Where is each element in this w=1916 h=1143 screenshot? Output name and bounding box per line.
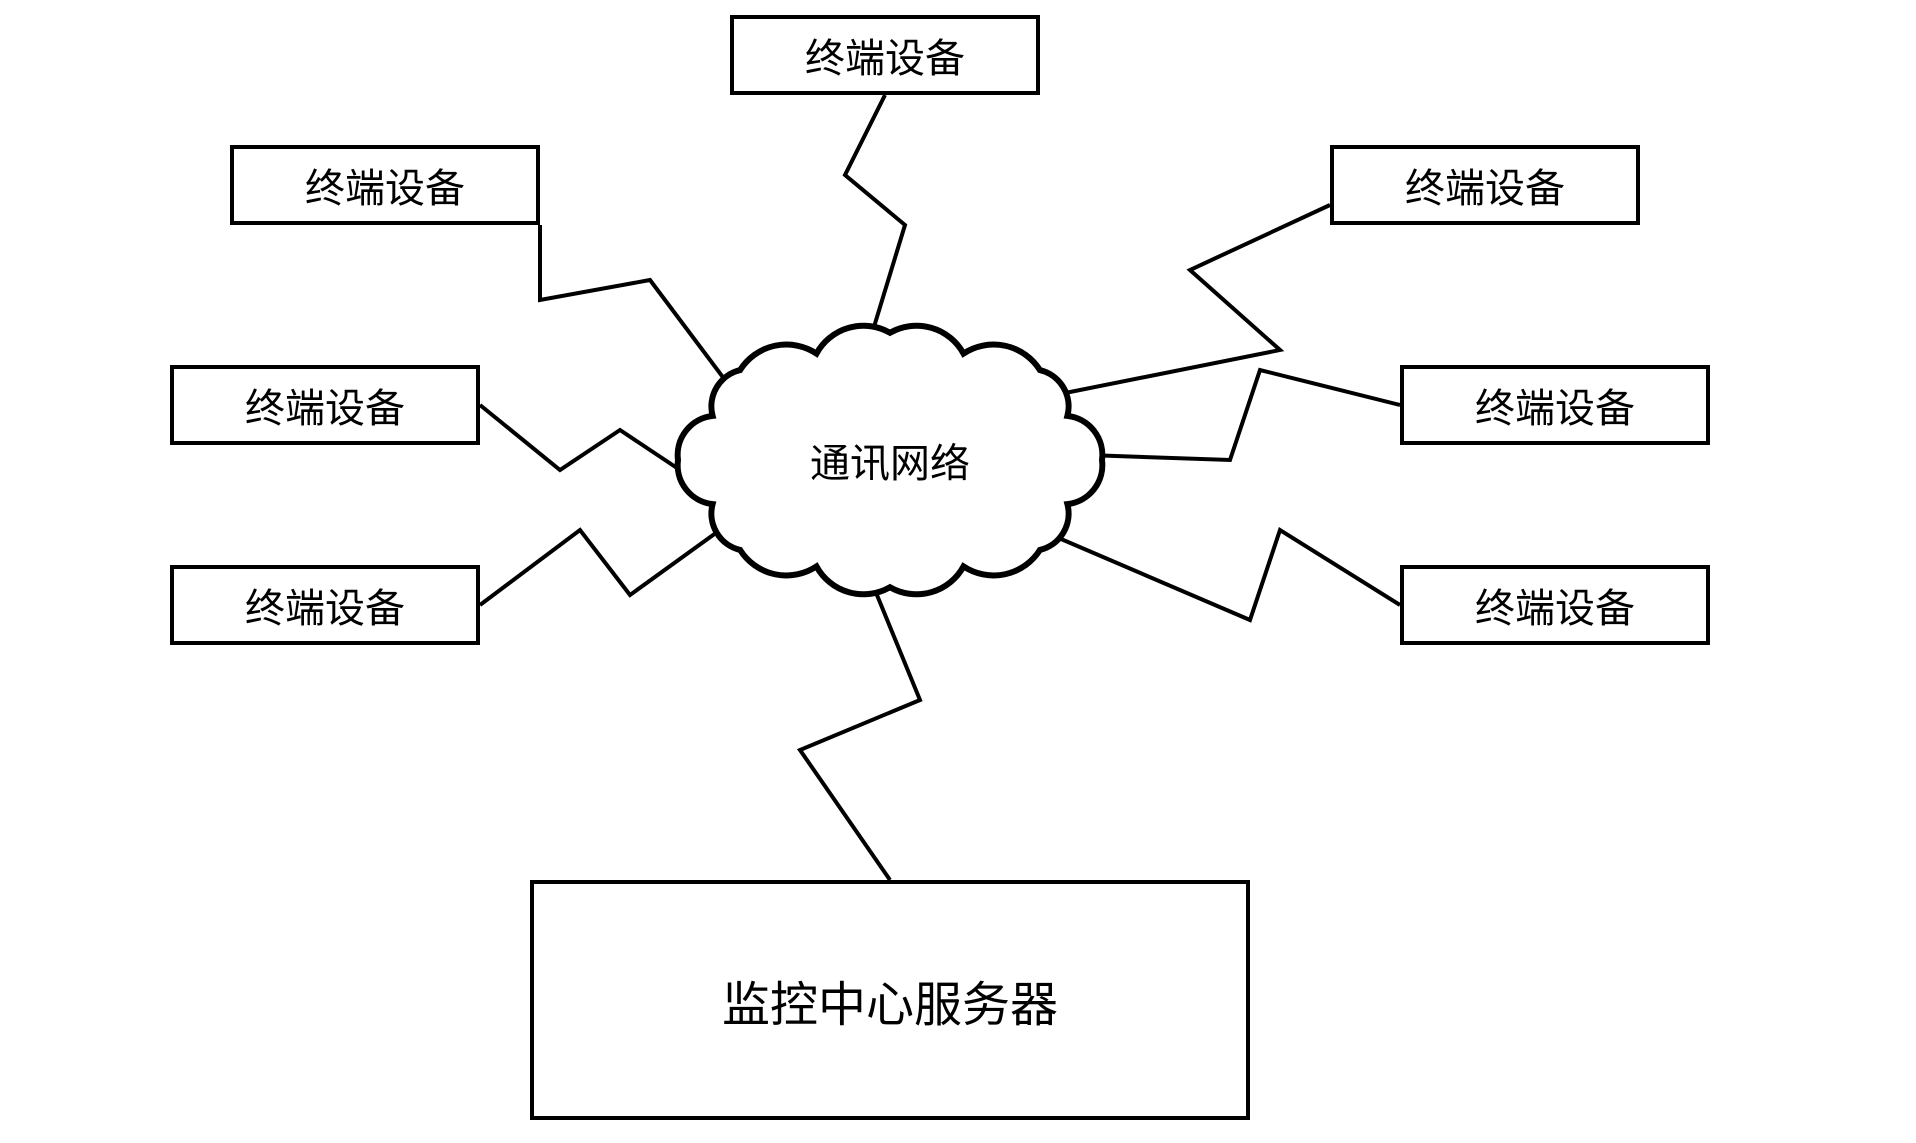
- terminal-label: 终端设备: [245, 376, 405, 434]
- terminal-label: 终端设备: [805, 26, 965, 84]
- network-diagram: 终端设备 终端设备 终端设备 终端设备 终端设备 终端设备 终端设备 通讯网络 …: [0, 0, 1916, 1143]
- terminal-label: 终端设备: [305, 156, 465, 214]
- terminal-node-top-left: 终端设备: [230, 145, 540, 225]
- terminal-node-bottom-left: 终端设备: [170, 565, 480, 645]
- terminal-node-bottom-right: 终端设备: [1400, 565, 1710, 645]
- terminal-node-top: 终端设备: [730, 15, 1040, 95]
- zigzag-connector: [480, 530, 720, 605]
- terminal-label: 终端设备: [1405, 156, 1565, 214]
- terminal-node-mid-left: 终端设备: [170, 365, 480, 445]
- zigzag-connector: [1040, 530, 1400, 620]
- terminal-label: 终端设备: [1475, 376, 1635, 434]
- terminal-label: 终端设备: [245, 576, 405, 634]
- zigzag-connector: [1087, 370, 1400, 460]
- server-label: 监控中心服务器: [722, 965, 1058, 1035]
- terminal-node-mid-right: 终端设备: [1400, 365, 1710, 445]
- zigzag-connector: [800, 578, 920, 880]
- zigzag-connector: [845, 95, 905, 340]
- terminal-label: 终端设备: [1475, 576, 1635, 634]
- cloud-node: 通讯网络: [690, 340, 1090, 580]
- cloud-label: 通讯网络: [690, 431, 1090, 489]
- server-node: 监控中心服务器: [530, 880, 1250, 1120]
- terminal-node-top-right: 终端设备: [1330, 145, 1640, 225]
- zigzag-connector: [480, 405, 695, 480]
